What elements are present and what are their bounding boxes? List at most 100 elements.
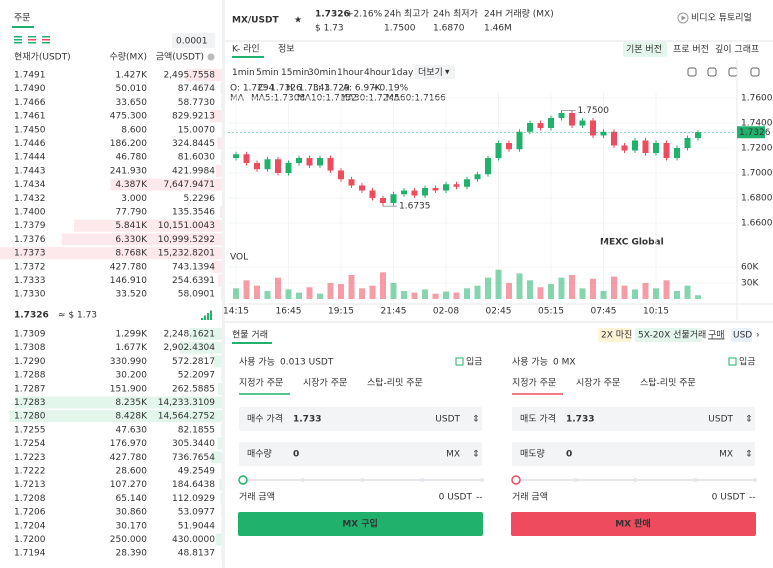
input-unit: USDT — [708, 415, 733, 425]
quantity: 176.970 — [110, 439, 147, 449]
total-label: 거래 금액 — [239, 491, 275, 503]
quantity: 250.000 — [110, 535, 147, 545]
input-box[interactable] — [512, 407, 755, 431]
stepper[interactable]: ⇕ — [745, 415, 753, 425]
depth-bar — [217, 437, 222, 450]
futures-badge[interactable]: 5X-20X 선물거래 — [638, 330, 706, 341]
buy-link[interactable]: 구매 — [708, 330, 725, 341]
available-value: 0 MX — [553, 358, 576, 368]
view-icon[interactable] — [42, 36, 50, 38]
interval[interactable]: 15min — [281, 68, 309, 78]
view-icon[interactable] — [28, 36, 36, 38]
amount: 829.9213 — [172, 112, 215, 122]
stepper[interactable]: ⇕ — [472, 450, 480, 460]
signal-icon — [210, 310, 212, 320]
chart-tab[interactable]: 정보 — [278, 44, 295, 55]
more-select[interactable] — [415, 65, 455, 79]
ohlc-info: C: 1.7326 — [258, 84, 302, 94]
submit-label[interactable]: MX 구입 — [342, 518, 378, 530]
version-button[interactable]: 프로 버전 — [673, 44, 709, 55]
trade-tab[interactable]: 현물 거래 — [232, 330, 268, 341]
volume-bar — [443, 291, 449, 299]
candle-body — [485, 158, 491, 175]
price: 1.7333 — [14, 276, 46, 286]
depth-bar — [74, 219, 222, 232]
input-box[interactable] — [512, 442, 755, 466]
order-type-tab[interactable]: 시장가 주문 — [303, 378, 347, 389]
view-icon[interactable] — [14, 42, 22, 44]
order-type-tab[interactable]: 시장가 주문 — [576, 378, 620, 389]
order-type-tab[interactable]: 지정가 주문 — [512, 378, 556, 389]
price: 1.7223 — [14, 453, 46, 463]
input-value[interactable]: 0 — [566, 450, 572, 460]
interval[interactable]: 4hour — [364, 68, 391, 78]
amount: 48.8137 — [178, 549, 215, 559]
submit-button[interactable] — [511, 512, 756, 536]
volume-bar — [674, 291, 680, 299]
view-icon[interactable] — [42, 39, 50, 41]
volume-bar — [527, 280, 533, 299]
price: 1.7372 — [14, 262, 46, 272]
settings-icon[interactable] — [207, 53, 215, 61]
margin-badge[interactable]: 2X 마진 — [601, 330, 632, 341]
interval[interactable]: 1day — [391, 68, 414, 78]
input-box[interactable] — [239, 407, 482, 431]
amount: 10,151.0043 — [158, 221, 215, 231]
interval[interactable]: 5min — [256, 68, 279, 78]
chart-tab[interactable]: K- 라인 — [232, 44, 260, 55]
price: 1.7287 — [14, 384, 46, 394]
input-value[interactable]: 0 — [293, 450, 299, 460]
interval[interactable]: 더보기 — [418, 67, 443, 78]
amount: 53.0977 — [178, 508, 215, 518]
amount: 87.4674 — [178, 84, 215, 94]
available-label: 사용 가능 — [512, 357, 548, 368]
input-box[interactable] — [239, 442, 482, 466]
order-type-tab[interactable]: 스탑-리밋 주문 — [640, 377, 696, 389]
view-icon[interactable] — [28, 39, 36, 41]
slider-handle[interactable] — [511, 475, 521, 485]
submit-label[interactable]: MX 판매 — [615, 518, 651, 530]
view-icon[interactable] — [14, 36, 22, 38]
stepper[interactable]: ⇕ — [745, 450, 753, 460]
depth-bar — [221, 506, 222, 519]
depth-bar — [0, 247, 222, 260]
deposit-link[interactable]: 입금 — [466, 356, 483, 368]
toolbar-icon[interactable] — [750, 67, 760, 77]
input-value[interactable]: 1.733 — [293, 415, 321, 425]
depth-bar — [220, 206, 222, 218]
view-icon[interactable] — [14, 39, 22, 41]
dropdown-caret: ▾ — [445, 68, 450, 78]
tab[interactable]: 주문 — [14, 13, 31, 24]
interval[interactable]: 30min — [308, 68, 336, 78]
input-value[interactable]: 1.733 — [566, 415, 594, 425]
slider-dot — [420, 478, 425, 482]
toolbar-icon[interactable] — [687, 67, 697, 77]
deposit-link[interactable]: 입금 — [739, 356, 756, 368]
toolbar-icon[interactable] — [707, 67, 717, 77]
view-icon[interactable] — [28, 42, 36, 44]
precision-select[interactable] — [172, 33, 215, 48]
stepper[interactable]: ⇕ — [472, 415, 480, 425]
version-button[interactable]: 깊이 그래프 — [715, 43, 759, 55]
slider-handle[interactable] — [238, 475, 248, 485]
order-type-tab[interactable]: 스탑-리밋 주문 — [367, 377, 423, 389]
input-label: 매도량 — [520, 448, 545, 460]
volume-bar — [653, 288, 659, 299]
view-icon[interactable] — [42, 42, 50, 44]
play-icon[interactable] — [677, 12, 689, 24]
quantity: 47.630 — [116, 425, 148, 435]
interval[interactable]: 1min — [232, 68, 255, 78]
ohlc-info: O: 1.7294 — [230, 84, 275, 94]
quantity: 65.140 — [116, 494, 148, 504]
currency-badge[interactable]: USD — [733, 331, 752, 341]
version-button[interactable]: 기본 버전 — [626, 44, 662, 55]
tutorial-link[interactable]: 비디오 튜토리얼 — [691, 13, 752, 24]
volume-bar — [474, 285, 481, 299]
depth-bar — [211, 260, 222, 273]
interval[interactable]: 1hour — [337, 68, 364, 78]
price: 1.7434 — [14, 180, 46, 190]
submit-button[interactable] — [238, 512, 483, 536]
order-type-tab[interactable]: 지정가 주문 — [239, 378, 283, 389]
precision-value[interactable]: 0.0001 — [176, 37, 208, 47]
candle-body — [264, 159, 271, 170]
